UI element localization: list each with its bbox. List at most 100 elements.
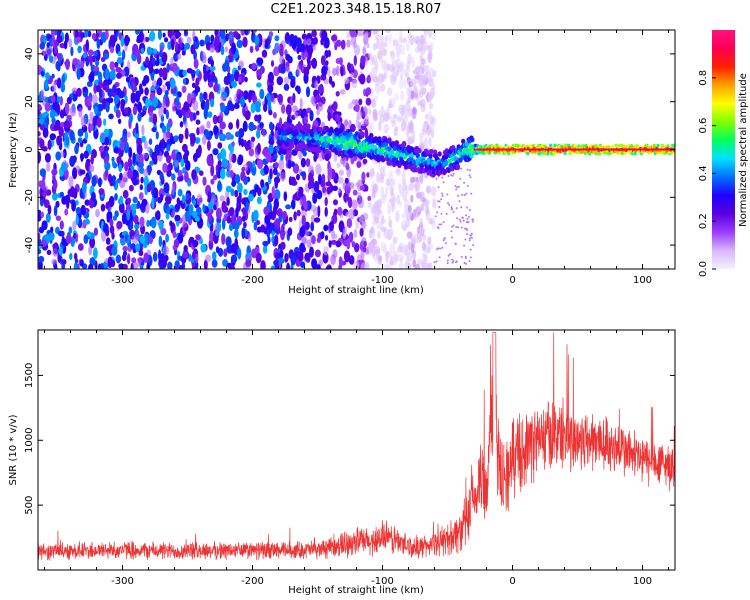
spectrogram-cell — [89, 111, 94, 121]
spectrogram-cell — [301, 215, 306, 226]
spectrogram-cell — [136, 137, 142, 146]
spectrogram-cell — [92, 117, 97, 125]
spectrogram-cell — [376, 221, 383, 230]
spectrogram-cell — [307, 44, 314, 56]
spectrogram-cell — [448, 204, 451, 206]
spectrogram-cell — [140, 264, 144, 269]
spectrogram-cell — [153, 68, 160, 75]
spectrogram-cell — [262, 148, 267, 156]
spectrogram-cell — [100, 132, 104, 139]
spectrogram-ridge-cell — [380, 146, 386, 152]
chart-title: C2E1.2023.348.15.18.R07 — [270, 2, 442, 17]
spectrogram-ridge-cell — [306, 123, 311, 129]
spectrogram-cell — [266, 231, 271, 238]
spectrogram-cell — [167, 261, 173, 269]
spectrogram-cell — [162, 84, 166, 93]
spectrogram-cell — [468, 215, 470, 218]
spectrogram-cell — [303, 116, 308, 124]
spectrogram-cell — [424, 199, 429, 208]
spectrogram-cell — [78, 59, 82, 65]
spectrogram-cell — [315, 163, 322, 175]
spectrogram-cell — [287, 227, 293, 237]
spectrogram-cell — [451, 174, 454, 177]
spectrogram-cell — [88, 164, 95, 173]
spectrogram-cell — [469, 169, 471, 172]
spectrogram-cell — [151, 197, 155, 209]
spectrogram-cell — [403, 68, 408, 77]
spectrogram-cell — [368, 108, 372, 115]
spectrogram-cell — [74, 258, 79, 264]
spectrogram-cell — [195, 110, 200, 116]
spectrogram-cell — [427, 110, 433, 123]
spectrogram-cell — [207, 190, 212, 203]
spectrogram-cell — [115, 67, 122, 73]
spectrogram-cell — [91, 33, 97, 40]
spectrogram-cell — [104, 168, 109, 178]
spectrogram-cell — [418, 90, 424, 99]
spectrogram-cell — [425, 204, 430, 216]
spectrogram-cell — [72, 220, 77, 231]
spectrogram-cell — [57, 53, 62, 61]
spectrogram-cell — [253, 221, 258, 231]
spectrogram-cell — [438, 256, 441, 259]
spectrogram-cell — [237, 182, 243, 193]
spectrogram-cell — [211, 71, 215, 81]
spectrogram-cell — [278, 64, 282, 74]
spectrogram-cell — [174, 31, 182, 38]
spectrogram-cell — [321, 30, 328, 42]
spectrogram-cell — [125, 76, 131, 83]
spectrogram-cell — [455, 226, 458, 229]
spectrogram-cell — [135, 122, 139, 134]
spectrogram-cell — [343, 250, 351, 263]
spectrogram-cell — [401, 169, 407, 180]
spectrogram-cell — [148, 138, 153, 145]
spectrogram-cell — [360, 55, 366, 66]
spectrogram-cell — [342, 228, 347, 240]
spectrogram-cell — [169, 220, 173, 227]
spectrogram-cell — [276, 172, 280, 178]
spectrogram-ridge-cell — [380, 157, 386, 163]
spectrogram-cell — [428, 217, 434, 225]
spectrogram-cell — [432, 202, 437, 209]
spectrogram-cell — [205, 254, 212, 263]
spectrogram-cell — [260, 179, 265, 188]
spectrogram-cell — [406, 231, 413, 239]
spectrogram-cell — [195, 234, 201, 241]
spectrogram-cell — [183, 101, 190, 113]
spectrogram-cell — [431, 120, 436, 131]
spectrogram-cell — [321, 65, 328, 77]
spectrogram-cell — [360, 262, 367, 269]
spectrogram-cell — [367, 242, 373, 253]
spectrogram-cell — [311, 57, 318, 69]
spectrogram-cell — [420, 203, 424, 212]
spectrogram-cell — [174, 214, 181, 222]
spectrogram-cell — [66, 96, 72, 105]
spectrogram-cell — [419, 227, 426, 234]
spectrogram-cell — [93, 83, 98, 94]
spectrogram-cell — [255, 252, 262, 264]
spectrogram-ridge-cell — [614, 143, 618, 148]
spectrogram-cell — [97, 103, 104, 112]
spectrogram-cell — [105, 237, 111, 245]
spectrogram-cell — [144, 87, 149, 96]
spectrogram-cell — [244, 105, 249, 112]
spectrogram-cell — [186, 68, 193, 74]
spectrogram-cell — [140, 47, 145, 54]
spectrogram-cell — [98, 188, 105, 196]
spectrogram-cell — [277, 93, 283, 103]
spectrogram-cell — [178, 135, 183, 144]
spectrogram-cell — [299, 226, 306, 238]
spectrogram-cell — [45, 115, 50, 127]
spectrogram-cell — [199, 92, 204, 103]
spectrogram-cell — [210, 164, 215, 177]
spectrogram-cell — [124, 233, 128, 242]
spectrogram-cell — [288, 216, 293, 223]
spectrogram-cell — [77, 45, 82, 54]
spectrogram-cell — [324, 196, 328, 207]
spectrogram-ridge-cell — [507, 151, 511, 156]
spectrogram-cell — [257, 57, 264, 66]
spectrogram-cell — [207, 57, 212, 64]
spectrogram-cell — [324, 206, 328, 217]
spectrogram-cell — [373, 30, 379, 35]
spectrogram-cell — [314, 249, 321, 258]
